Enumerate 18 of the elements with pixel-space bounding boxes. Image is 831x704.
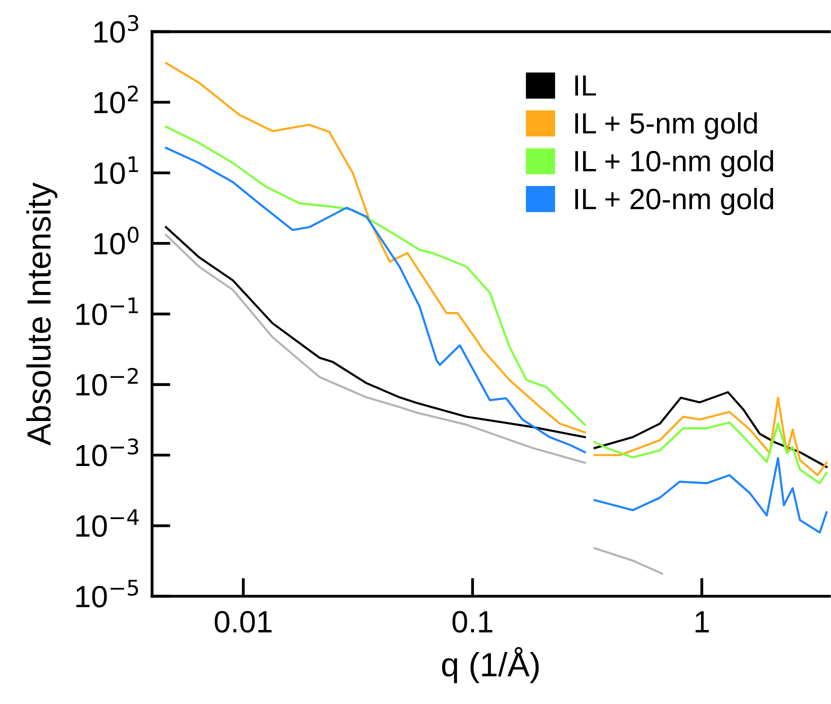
y-tick-label: 10$^{1}$ xyxy=(94,156,138,184)
y-tick-label: 10$^{0}$ xyxy=(94,226,139,255)
y-tick-label: 10$^{2}$ xyxy=(94,86,138,114)
x-tick-label: 0.1 xyxy=(452,610,492,633)
x-tick-label: 1 xyxy=(696,611,709,632)
y-tick-label: 10$^{−4}$ xyxy=(76,509,139,537)
legend-label: IL + 10-nm gold xyxy=(575,150,774,178)
x-tick-label: 0.01 xyxy=(214,610,272,633)
legend-label: IL xyxy=(575,75,596,96)
x-axis-title: q (1/Å) xyxy=(442,646,539,684)
y-tick-label: 10$^{−3}$ xyxy=(76,438,138,466)
legend-label: IL + 5-nm gold xyxy=(575,112,757,140)
y-tick-label: 10$^{−1}$ xyxy=(76,298,138,326)
y-tick-label: 10$^{−5}$ xyxy=(76,580,138,608)
y-tick-label: 10$^{3}$ xyxy=(94,14,138,43)
y-tick-label: 10$^{−2}$ xyxy=(76,368,138,396)
y-axis-title: Absolute Intensity xyxy=(26,182,58,446)
legend-label: IL + 20-nm gold xyxy=(575,188,774,216)
